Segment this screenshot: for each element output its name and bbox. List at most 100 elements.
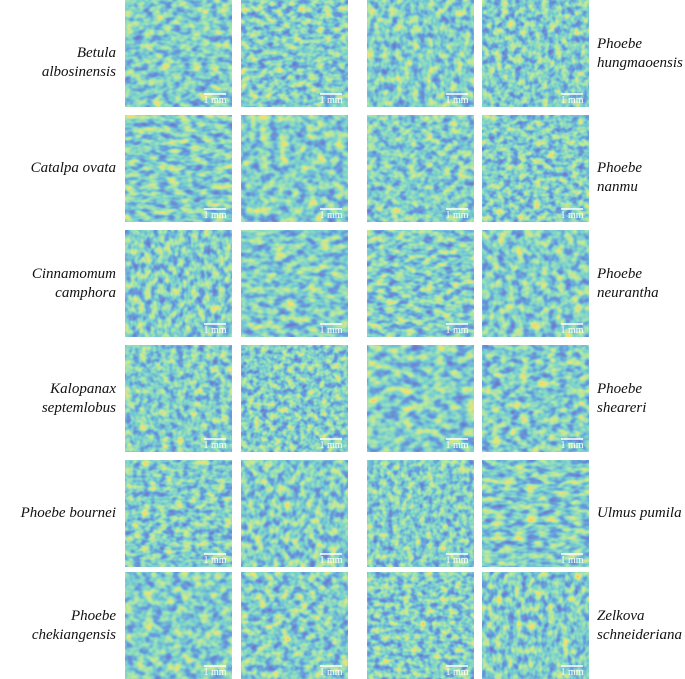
texture [482,230,589,337]
scale-label: 1 mm [560,210,583,221]
right-label: Phoebe hungmaoensis [597,35,685,73]
scale-label: 1 mm [445,95,468,106]
scale-label: 1 mm [445,210,468,221]
texture [482,572,589,679]
scale-label: 1 mm [445,440,468,451]
scale-label: 1 mm [445,325,468,336]
texture [241,572,348,679]
scale-label: 1 mm [445,555,468,566]
texture-image: 1 mm [482,460,589,567]
texture [482,115,589,222]
texture-image: 1 mm [241,460,348,567]
texture-image: 1 mm [241,0,348,107]
texture [482,460,589,567]
texture [125,572,232,679]
label-line: Phoebe [597,35,642,52]
texture-image: 1 mm [367,0,474,107]
texture-image: 1 mm [367,230,474,337]
right-label: Phoebe sheareri [597,380,685,418]
scale-label: 1 mm [203,667,226,678]
label-line: chekiangensis [31,626,116,643]
scale-label: 1 mm [319,440,342,451]
texture-image: 1 mm [125,0,232,107]
label-line: neurantha [597,284,659,301]
texture [367,345,474,452]
scale-label: 1 mm [560,325,583,336]
label-line: schneideriana [597,626,682,643]
texture [367,460,474,567]
texture [241,345,348,452]
scale-label: 1 mm [560,440,583,451]
texture [367,572,474,679]
texture [367,115,474,222]
texture-image: 1 mm [241,230,348,337]
texture [125,345,232,452]
scale-label: 1 mm [203,440,226,451]
texture [241,460,348,567]
right-label: Zelkova schneideriana [597,607,685,645]
scale-label: 1 mm [203,95,226,106]
scale-label: 1 mm [560,95,583,106]
label-line: Phoebe bournei [20,505,116,521]
texture [125,230,232,337]
texture [367,230,474,337]
texture-image: 1 mm [482,230,589,337]
texture-image: 1 mm [241,572,348,679]
texture-image: 1 mm [125,460,232,567]
scale-label: 1 mm [560,555,583,566]
texture-image: 1 mm [482,115,589,222]
texture-image: 1 mm [482,572,589,679]
scale-label: 1 mm [319,210,342,221]
scale-label: 1 mm [560,667,583,678]
texture-image: 1 mm [367,115,474,222]
label-line: sheareri [597,399,647,416]
scale-label: 1 mm [319,555,342,566]
scale-label: 1 mm [203,210,226,221]
scale-label: 1 mm [203,555,226,566]
label-line: Phoebe [597,265,642,282]
texture [367,0,474,107]
texture [241,0,348,107]
texture [125,0,232,107]
texture [125,460,232,567]
texture-image: 1 mm [367,572,474,679]
right-label: Phoebe neurantha [597,265,685,303]
label-line: hungmaoensis [597,54,683,71]
left-label: Cinnamomum camphora [0,265,116,303]
texture [125,115,232,222]
label-line: Zelkova [597,607,645,624]
scale-label: 1 mm [203,325,226,336]
right-label: Ulmus pumila [597,504,685,523]
label-line: septemlobus [41,399,116,416]
left-label: Phoebe chekiangensis [0,607,116,645]
texture-image: 1 mm [125,572,232,679]
left-label: Phoebe bournei [0,504,116,523]
left-label: Betula albosinensis [0,44,116,82]
label-line: Phoebe [597,380,642,397]
texture-image: 1 mm [125,115,232,222]
label-line: Phoebe [71,607,116,624]
label-line: Catalpa ovata [30,160,116,176]
label-line: Ulmus pumila [597,505,682,521]
texture [482,345,589,452]
scale-label: 1 mm [319,325,342,336]
left-label: Catalpa ovata [0,159,116,178]
texture [241,115,348,222]
scale-label: 1 mm [319,95,342,106]
texture-image: 1 mm [241,115,348,222]
texture-image: 1 mm [482,345,589,452]
scale-label: 1 mm [445,667,468,678]
texture-image: 1 mm [367,345,474,452]
label-line: camphora [55,284,116,301]
texture [482,0,589,107]
texture-image: 1 mm [125,230,232,337]
label-line: Betula albosinensis [41,45,116,80]
label-line: Kalopanax [50,380,116,397]
texture-image: 1 mm [482,0,589,107]
texture-image: 1 mm [241,345,348,452]
scale-label: 1 mm [319,667,342,678]
texture-image: 1 mm [367,460,474,567]
texture [241,230,348,337]
label-line: Cinnamomum [31,265,116,282]
